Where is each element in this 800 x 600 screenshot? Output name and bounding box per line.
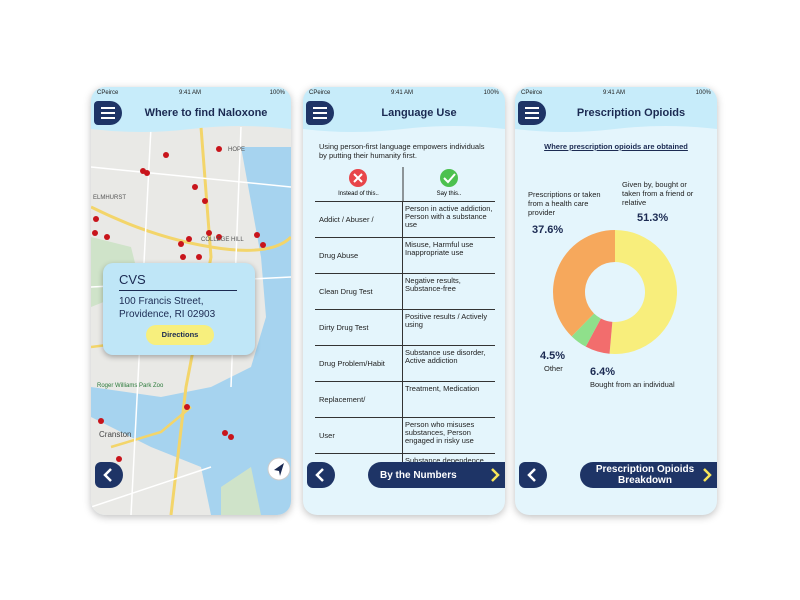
map-label: COLLEGE HILL [201,237,244,243]
battery: 100% [269,90,285,96]
status-bar: CPeirce 9:41 AM 100% [515,89,717,99]
screen-title: Language Use [381,107,457,119]
instead-cell: Replacement/ [319,394,366,404]
next-button[interactable]: By the Numbers [368,462,505,488]
table-row: Replacement/Treatment, Medication [315,382,495,418]
say-cell: Substance use disorder, Active addiction [402,346,495,381]
value-label: 51.3% [637,212,669,224]
popup-name: CVS [119,272,146,287]
value-label: 37.6% [532,224,564,236]
donut-slice [609,230,678,354]
instead-cell: Addiction [315,454,402,462]
menu-button[interactable] [94,101,122,125]
carrier: CPeirce [309,90,331,96]
instead-cell: Drug Problem/Habit [319,358,385,368]
table-row: User Person who misuses substances, Perso… [315,418,495,454]
map-label: ELMHURST [93,195,126,201]
menu-button[interactable] [306,101,334,125]
slice-label: Other [544,364,563,373]
next-button[interactable]: Prescription Opioids Breakdown [580,462,717,488]
say-cell: Misuse, Harmful use Inappropriate use [402,238,495,273]
donut-slice [585,318,613,354]
menu-button[interactable] [518,101,546,125]
carrier: CPeirce [521,90,543,96]
table-row: Dirty Drug Test Positive results / Active… [315,310,495,346]
say-cell: Substance dependence [402,454,495,462]
table-row: Clean Drug Test Negative results, Substan… [315,274,495,310]
donut-slice [571,313,601,347]
popup-address: 100 Francis Street, Providence, RI 02903 [119,296,216,320]
carrier: CPeirce [97,90,119,96]
instead-cell: Clean Drug Test [319,286,373,296]
donut-slice [553,230,615,337]
map-label: Roger Williams Park Zoo [97,383,164,389]
value-label: 6.4% [590,366,616,378]
intro: Using person-first language empowers ind… [319,142,485,160]
column-icons [349,167,458,201]
status-bar: CPeirce 9:41 AM 100% [91,89,291,99]
table-row: Drug Problem/Habit Substance use disorder… [315,346,495,382]
next-button-label: By the Numbers [380,470,457,481]
header-bg [91,87,291,132]
map-label: HOPE [228,147,245,153]
say-cell: Treatment, Medication [402,382,495,417]
header-bg [515,87,717,132]
screen-title: Where to find Naloxone [144,107,268,119]
slice-label: Bought from an individual [590,380,675,389]
phone-opioids: CPeirce 9:41 AM 100% Prescription Opioid… [515,87,717,515]
language-table: Addict / Abuser / Person in active addict… [315,201,495,462]
map-label: Cranston [99,430,131,439]
back-button[interactable] [307,462,335,488]
popup: CVS 100 Francis Street, Providence, RI 0… [103,263,255,355]
time: 9:41 AM [391,90,414,96]
time: 9:41 AM [179,90,202,96]
divider [119,290,237,291]
battery: 100% [695,90,711,96]
header-bg [303,87,505,132]
back-button[interactable] [95,462,123,488]
instead-cell: Dirty Drug Test [319,322,369,332]
instead-cell: User [319,430,335,440]
say-cell: Person who misuses substances, Person en… [402,418,495,453]
table-row: Drug Abuse Misuse, Harmful use Inappropri… [315,238,495,274]
status-bar: CPeirce 9:41 AM 100% [303,89,505,99]
say-cell: Positive results / Actively using [402,310,495,345]
value-label: 4.5% [540,350,566,362]
chart-title: Where prescription opioids are obtained [544,142,688,151]
next-button-label: Prescription Opioids Breakdown [595,464,695,486]
slice-label: Prescriptions or taken from a health car… [528,190,601,217]
instead-cell: Drug Abuse [319,250,359,260]
screen-title: Prescription Opioids [576,107,686,119]
say-cell: Person in active addiction, Person with … [402,202,495,237]
say-cell: Negative results, Substance-free [402,274,495,309]
directions-button[interactable]: Directions [146,325,214,345]
instead-cell: Addict / Abuser / [319,214,374,224]
time: 9:41 AM [603,90,626,96]
slice-label: Given by, bought or taken from a friend … [622,180,694,207]
column-header: Instead of this.. [338,191,379,197]
phone-language: CPeirce 9:41 AM 100% Language Use Using … [303,87,505,515]
phone-map: HOPE ELMHURST COLLEGE HILL Roger William… [91,87,291,515]
table-row: Addict / Abuser / Person in active addict… [315,202,495,238]
donut-chart [553,230,678,354]
column-header: Say this.. [436,191,462,197]
back-button[interactable] [519,462,547,488]
table-row: AddictionSubstance dependence [315,454,495,462]
battery: 100% [483,90,499,96]
